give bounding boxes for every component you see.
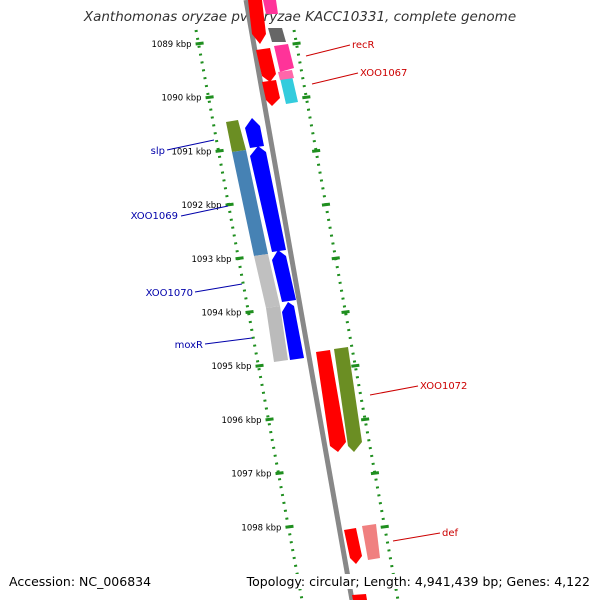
right-ruler-line <box>292 29 400 600</box>
gene-feature-red-bottom[interactable] <box>352 594 367 600</box>
tick-mark-right <box>321 202 331 207</box>
map-title: Xanthomonas oryzae pv. oryzae KACC10331,… <box>83 9 517 25</box>
gene-feature-pink-top[interactable] <box>263 0 278 14</box>
gene-features <box>226 0 380 600</box>
tick-mark-right <box>341 310 350 314</box>
gene-feature-cyan-xoo1067[interactable] <box>280 76 298 104</box>
gene-feature-red-xoo1072[interactable] <box>316 350 346 452</box>
tick-mark <box>275 471 284 476</box>
gene-feature-olive-xoo1072[interactable] <box>334 347 362 452</box>
gene-label-moxr[interactable]: moxR <box>175 340 203 351</box>
gene-feature-olive-slp[interactable] <box>226 120 246 152</box>
tick-marks: 1089 kbp 1090 kbp 1091 kbp 1092 kbp 1093 kbp… <box>152 40 389 533</box>
tick-label: 1094 kbp <box>201 309 241 319</box>
tick-label: 1097 kbp <box>231 470 271 480</box>
tick-mark-right <box>380 524 389 529</box>
gene-label-def[interactable]: def <box>442 528 459 539</box>
tick-mark <box>255 363 264 368</box>
genome-summary-text: Topology: circular; Length: 4,941,439 bp… <box>244 574 590 589</box>
gene-feature-red-xoo1067[interactable] <box>262 80 280 106</box>
tick-mark-right <box>351 363 360 368</box>
tick-label: 1098 kbp <box>241 523 281 533</box>
gene-feature-grey-moxr[interactable] <box>266 306 288 362</box>
gene-feature-blue-4[interactable] <box>282 302 304 360</box>
gene-feature-pink-recr[interactable] <box>274 44 294 72</box>
gene-feature-lightred-def[interactable] <box>362 524 380 560</box>
tick-mark-right <box>331 256 340 261</box>
tick-label: 1091 kbp <box>172 147 212 157</box>
gene-feature-blue-3[interactable] <box>272 250 296 302</box>
gene-feature-blue-1[interactable] <box>245 118 264 148</box>
gene-label-xoo1067[interactable]: XOO1067 <box>360 68 407 79</box>
tick-label: 1095 kbp <box>211 362 251 372</box>
gene-feature-grey-xoo1070[interactable] <box>254 254 280 308</box>
tick-mark-right <box>292 41 301 46</box>
tick-label: 1092 kbp <box>181 201 221 211</box>
tick-mark <box>195 41 204 46</box>
tick-mark-right <box>302 95 311 100</box>
tick-mark <box>205 95 214 100</box>
tick-mark <box>245 310 254 314</box>
tick-label: 1093 kbp <box>191 255 231 265</box>
gene-label-xoo1072[interactable]: XOO1072 <box>420 381 467 392</box>
tick-mark-right <box>370 471 380 476</box>
gene-feature-pink-xoo1067[interactable] <box>278 70 294 80</box>
accession-text: Accession: NC_006834 <box>9 574 152 589</box>
genome-backbone <box>243 0 355 600</box>
gene-label-xoo1070[interactable]: XOO1070 <box>146 288 193 299</box>
tick-mark <box>225 202 234 207</box>
tick-label: 1089 kbp <box>152 40 192 50</box>
tick-mark <box>235 256 244 261</box>
gene-label-xoo1069[interactable]: XOO1069 <box>131 211 178 222</box>
left-ruler-line <box>194 29 304 600</box>
tick-mark-right <box>360 417 370 422</box>
gene-feature-blue-2[interactable] <box>250 146 286 252</box>
gene-label-slp[interactable]: slp <box>151 146 165 157</box>
tick-label: 1090 kbp <box>162 94 202 104</box>
gene-feature-grey-top[interactable] <box>268 28 286 42</box>
gene-feature-red-top[interactable] <box>248 0 266 44</box>
gene-feature-red-def[interactable] <box>344 528 362 564</box>
tick-mark <box>285 524 294 529</box>
gene-feature-red-recr[interactable] <box>256 48 276 82</box>
tick-mark <box>215 148 224 153</box>
tick-mark-right <box>311 148 321 153</box>
gene-labels: recR XOO1067 slp XOO1069 XOO1070 moxR XOO1072 d… <box>131 40 468 539</box>
gene-label-recr[interactable]: recR <box>352 40 375 51</box>
tick-label: 1096 kbp <box>221 416 261 426</box>
gene-label-lines <box>166 44 441 542</box>
tick-mark <box>265 417 274 422</box>
gene-feature-steel-xoo1069[interactable] <box>232 150 268 256</box>
